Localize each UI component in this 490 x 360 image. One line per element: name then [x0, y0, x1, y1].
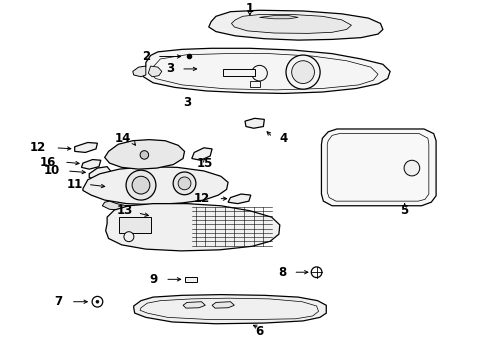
Text: 8: 8 — [279, 266, 287, 279]
Text: 7: 7 — [55, 295, 63, 308]
Circle shape — [96, 300, 99, 303]
Circle shape — [404, 160, 420, 176]
Circle shape — [311, 267, 322, 278]
Circle shape — [178, 177, 191, 190]
Polygon shape — [83, 167, 228, 205]
Text: 14: 14 — [115, 132, 131, 145]
Polygon shape — [231, 14, 351, 33]
Polygon shape — [183, 302, 205, 308]
Polygon shape — [228, 194, 251, 204]
Text: 1: 1 — [246, 2, 254, 15]
Polygon shape — [130, 142, 154, 156]
Text: 15: 15 — [197, 157, 214, 170]
Circle shape — [124, 232, 134, 242]
Text: 2: 2 — [142, 50, 150, 63]
Circle shape — [92, 296, 103, 307]
Circle shape — [126, 170, 156, 200]
Text: 3: 3 — [183, 96, 191, 109]
Polygon shape — [105, 140, 185, 169]
Circle shape — [292, 61, 315, 84]
Text: 16: 16 — [39, 156, 56, 168]
Polygon shape — [148, 66, 162, 77]
Polygon shape — [102, 201, 126, 210]
Text: 9: 9 — [149, 273, 157, 286]
Text: 13: 13 — [117, 203, 133, 216]
Text: 6: 6 — [255, 325, 264, 338]
Polygon shape — [212, 302, 234, 308]
Text: 12: 12 — [194, 192, 210, 205]
Polygon shape — [321, 129, 436, 206]
Circle shape — [140, 151, 148, 159]
Bar — [250, 81, 261, 87]
Polygon shape — [106, 204, 280, 251]
Text: 10: 10 — [43, 164, 60, 177]
Circle shape — [132, 176, 150, 194]
Polygon shape — [209, 10, 383, 40]
Circle shape — [252, 66, 268, 81]
Circle shape — [173, 172, 196, 195]
Text: 12: 12 — [30, 141, 46, 154]
Bar — [119, 217, 150, 233]
Polygon shape — [245, 118, 264, 128]
Text: 11: 11 — [67, 178, 83, 191]
Polygon shape — [192, 148, 212, 160]
Polygon shape — [260, 15, 298, 19]
Bar — [185, 277, 196, 282]
Bar — [223, 68, 255, 76]
Text: 4: 4 — [280, 132, 288, 145]
Text: 5: 5 — [400, 204, 409, 217]
Polygon shape — [74, 143, 98, 152]
Polygon shape — [133, 66, 146, 77]
Polygon shape — [89, 167, 111, 180]
Polygon shape — [81, 159, 101, 169]
Text: 3: 3 — [166, 62, 174, 75]
Circle shape — [286, 55, 320, 89]
Polygon shape — [143, 48, 390, 94]
Polygon shape — [134, 294, 326, 324]
